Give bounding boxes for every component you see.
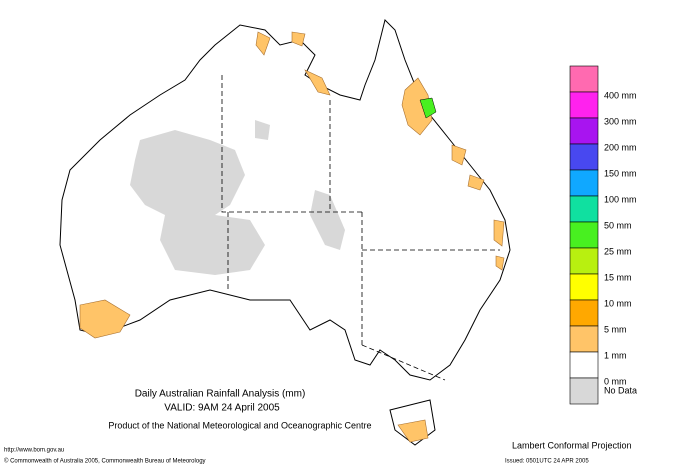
legend-label: 15 mm bbox=[604, 272, 632, 282]
legend: 400 mm 300 mm 200 mm 150 mm 100 mm 50 mm 25 mm… bbox=[569, 65, 637, 405]
rain-patch bbox=[291, 31, 306, 47]
legend-label: 50 mm bbox=[604, 220, 632, 230]
legend-label: 10 mm bbox=[604, 298, 632, 308]
legend-swatch bbox=[569, 325, 599, 353]
legend-label: 5 mm bbox=[604, 324, 627, 334]
url: http://www.bom.gov.au bbox=[4, 448, 64, 454]
legend-swatch bbox=[569, 247, 599, 275]
rain-patch bbox=[397, 419, 429, 443]
legend-label: 0 mm bbox=[604, 376, 627, 386]
valid-time: VALID: 9AM 24 April 2005 bbox=[164, 403, 280, 414]
rain-patch bbox=[467, 174, 485, 191]
rain-patch bbox=[495, 255, 505, 271]
legend-label: 300 mm bbox=[604, 116, 637, 126]
rain-patch bbox=[79, 299, 131, 339]
legend-swatch bbox=[569, 273, 599, 301]
legend-swatch bbox=[569, 65, 599, 93]
legend-label: 200 mm bbox=[604, 142, 637, 152]
legend-label: 400 mm bbox=[604, 90, 637, 100]
no-data-area bbox=[130, 130, 265, 275]
product-note: Product of the National Meteorological a… bbox=[108, 420, 371, 430]
legend-swatch bbox=[569, 117, 599, 145]
map-title: Daily Australian Rainfall Analysis (mm) bbox=[135, 389, 306, 400]
legend-swatch bbox=[569, 169, 599, 197]
legend-swatch bbox=[569, 221, 599, 249]
rain-patch bbox=[255, 31, 271, 56]
projection: Lambert Conformal Projection bbox=[512, 440, 632, 450]
legend-swatch bbox=[569, 91, 599, 119]
rain-patch-heavy bbox=[419, 97, 437, 119]
legend-swatch bbox=[569, 195, 599, 223]
state-border bbox=[221, 75, 500, 381]
rain-patch bbox=[304, 69, 331, 96]
legend-swatch bbox=[569, 377, 599, 405]
legend-swatch bbox=[569, 143, 599, 171]
legend-swatch bbox=[569, 299, 599, 327]
rain-patch bbox=[401, 77, 433, 136]
no-data-area bbox=[310, 190, 345, 250]
legend-label: 100 mm bbox=[604, 194, 637, 204]
legend-label: 1 mm bbox=[604, 350, 627, 360]
legend-swatch bbox=[569, 351, 599, 379]
mainland-coast bbox=[59, 19, 511, 381]
no-data-area bbox=[255, 120, 270, 140]
rain-patch bbox=[451, 144, 467, 166]
legend-label: 25 mm bbox=[604, 246, 632, 256]
legend-label: No Data bbox=[604, 385, 637, 395]
rain-patch bbox=[493, 219, 505, 247]
legend-label: 150 mm bbox=[604, 168, 637, 178]
issued: Issued: 0501UTC 24 APR 2005 bbox=[505, 459, 589, 465]
copyright: © Commonwealth of Australia 2005, Common… bbox=[4, 458, 206, 465]
